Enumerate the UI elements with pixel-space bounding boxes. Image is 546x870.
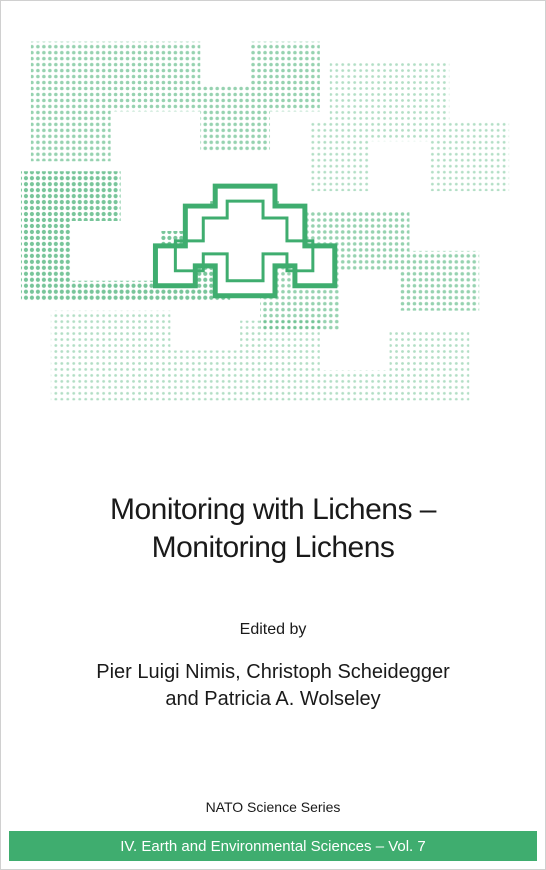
book-cover: Monitoring with Lichens – Monitoring Lic… <box>0 0 546 870</box>
series-volume-bar: IV. Earth and Environmental Sciences – V… <box>9 831 537 861</box>
editors-block: Pier Luigi Nimis, Christoph Scheidegger … <box>1 659 545 713</box>
series-label: NATO Science Series <box>1 799 545 815</box>
edited-by-label: Edited by <box>1 621 545 639</box>
book-title: Monitoring with Lichens – Monitoring Lic… <box>1 491 545 566</box>
cover-pattern <box>11 31 535 411</box>
editors-line-2: and Patricia A. Wolseley <box>165 688 380 710</box>
title-line-2: Monitoring Lichens <box>152 531 395 564</box>
title-line-1: Monitoring with Lichens – <box>110 493 436 526</box>
editors-line-1: Pier Luigi Nimis, Christoph Scheidegger <box>96 661 450 683</box>
maze-pattern-svg <box>11 31 535 411</box>
series-volume-text: IV. Earth and Environmental Sciences – V… <box>120 838 425 855</box>
